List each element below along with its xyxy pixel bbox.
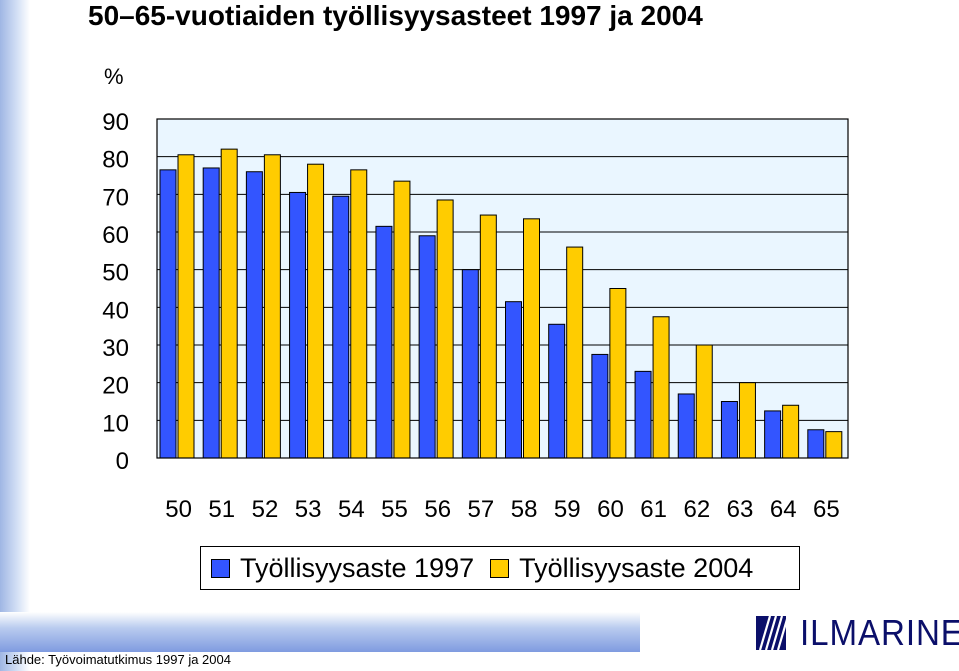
x-tick-label: 63 bbox=[727, 496, 754, 523]
bar-2004-64 bbox=[782, 404, 800, 459]
bar-1997-57 bbox=[461, 269, 479, 459]
y-tick-label: 70 bbox=[102, 184, 129, 211]
x-tick-label: 61 bbox=[640, 496, 667, 523]
bar-1997-53 bbox=[289, 191, 307, 459]
bar-1997-52 bbox=[245, 171, 263, 459]
bar-1997-55 bbox=[375, 225, 393, 459]
y-tick-label: 80 bbox=[102, 147, 129, 174]
y-tick-label: 30 bbox=[102, 335, 129, 362]
bar-2004-57 bbox=[479, 214, 497, 459]
x-tick-label: 52 bbox=[252, 496, 279, 523]
y-tick-label: 90 bbox=[102, 109, 129, 136]
legend-label-1997: Työllisyysaste 1997 bbox=[240, 552, 475, 583]
bar-1997-50 bbox=[159, 169, 177, 459]
plot-frame bbox=[156, 118, 849, 459]
bar-2004-60 bbox=[609, 288, 627, 459]
y-tick-label: 20 bbox=[102, 373, 129, 400]
bar-1997-63 bbox=[720, 401, 738, 459]
bar-1997-58 bbox=[505, 301, 522, 459]
bar-1997-60 bbox=[591, 353, 609, 459]
x-tick-label: 65 bbox=[813, 496, 840, 523]
bottom-decorative-band bbox=[0, 612, 640, 652]
x-tick-label: 53 bbox=[295, 496, 322, 523]
bar-2004-63 bbox=[738, 382, 756, 459]
bar-2004-51 bbox=[220, 148, 238, 459]
bar-1997-65 bbox=[807, 429, 825, 459]
bar-2004-56 bbox=[436, 199, 454, 459]
bar-1997-54 bbox=[332, 195, 350, 459]
x-tick-label: 54 bbox=[338, 496, 365, 523]
legend-item-2004: Työllisyysaste 2004 bbox=[490, 553, 753, 584]
y-tick-label: 40 bbox=[102, 297, 129, 324]
legend-swatch-1997 bbox=[211, 558, 230, 578]
source-note: Lähde: Työvoimatutkimus 1997 ja 2004 bbox=[5, 652, 231, 667]
left-decorative-band bbox=[0, 0, 30, 671]
ilmarinen-logo-mark-icon bbox=[756, 616, 786, 650]
bar-1997-61 bbox=[634, 370, 652, 459]
legend-swatch-2004 bbox=[490, 558, 510, 578]
bar-1997-64 bbox=[764, 410, 782, 459]
y-tick-label: 0 bbox=[116, 448, 129, 475]
bar-2004-55 bbox=[393, 180, 411, 459]
y-axis-unit-label: % bbox=[104, 64, 124, 89]
bar-2004-61 bbox=[652, 316, 670, 459]
legend-item-1997: Työllisyysaste 1997 bbox=[211, 553, 474, 584]
x-tick-label: 62 bbox=[683, 496, 710, 523]
bar-chart: 0 10 20 30 40 50 60 70 80 90% 50 51 52 53 54 55 56 57 58 59… bbox=[102, 64, 849, 523]
bar-1997-59 bbox=[548, 323, 566, 459]
x-tick-label: 55 bbox=[381, 496, 408, 523]
x-tick-label: 50 bbox=[165, 496, 192, 523]
y-tick-label: 10 bbox=[102, 410, 129, 437]
bar-1997-56 bbox=[418, 235, 436, 459]
bar-1997-62 bbox=[677, 393, 695, 459]
bar-2004-58 bbox=[523, 218, 540, 459]
x-tick-label: 51 bbox=[208, 496, 235, 523]
x-tick-label: 56 bbox=[424, 496, 451, 523]
bar-2004-65 bbox=[825, 431, 843, 459]
x-tick-label: 58 bbox=[511, 496, 538, 523]
y-tick-label: 50 bbox=[102, 260, 129, 287]
bar-2004-62 bbox=[695, 344, 713, 459]
legend-label-2004: Työllisyysaste 2004 bbox=[519, 552, 754, 583]
x-tick-label: 57 bbox=[468, 496, 495, 523]
ilmarinen-logo: ILMARINEN bbox=[756, 612, 959, 654]
chart-title: 50–65-vuotiaiden työllisyysasteet 1997 j… bbox=[88, 0, 703, 31]
bar-2004-52 bbox=[263, 154, 281, 459]
x-tick-label: 60 bbox=[597, 496, 624, 523]
bar-2004-54 bbox=[350, 169, 368, 459]
chart-legend: Työllisyysaste 1997 Työllisyysaste 2004 bbox=[200, 546, 800, 590]
bar-2004-59 bbox=[566, 246, 584, 459]
bar-2004-50 bbox=[177, 154, 195, 459]
bar-2004-53 bbox=[307, 163, 325, 459]
x-tick-label: 59 bbox=[554, 496, 581, 523]
y-tick-label: 60 bbox=[102, 222, 129, 249]
x-tick-label: 64 bbox=[770, 496, 797, 523]
ilmarinen-logo-text: ILMARINEN bbox=[800, 612, 959, 653]
bar-1997-51 bbox=[202, 167, 220, 459]
